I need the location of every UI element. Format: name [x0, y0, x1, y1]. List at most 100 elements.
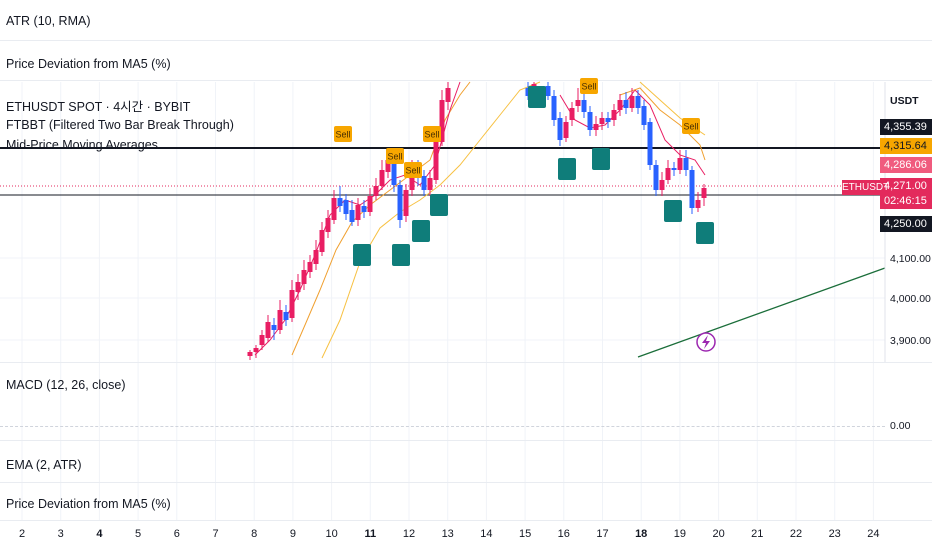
date-label: 20 [712, 528, 725, 540]
ema-indicator-label[interactable]: EMA (2, ATR) [6, 458, 82, 472]
date-label: 2 [18, 528, 26, 540]
candle-body [557, 118, 563, 140]
date-label: 14 [480, 528, 493, 540]
date-label: 16 [557, 528, 570, 540]
sell-signal-label: Sell [683, 122, 698, 132]
candle-body [427, 178, 433, 190]
candle-body [385, 160, 391, 172]
sell-signal-badge [682, 118, 700, 134]
macd-indicator-label[interactable]: MACD (12, 26, close) [6, 378, 126, 392]
buy-signal-badge [664, 200, 682, 222]
candle-body [391, 162, 397, 185]
symbol-price-tag[interactable]: ETHUSDT [842, 180, 890, 195]
candle-body [421, 176, 427, 190]
date-label: 12 [402, 528, 416, 540]
date-label: 23 [828, 528, 841, 540]
price-tag[interactable]: 4,250.00 [880, 216, 932, 232]
date-label: 9 [289, 528, 296, 540]
macd-zero-line [0, 426, 885, 427]
sell-signal-label: Sell [405, 166, 420, 176]
date-label: 24 [867, 528, 880, 540]
candle-body [659, 180, 665, 190]
price-tag[interactable]: 4,315.64 [880, 138, 932, 154]
candle-body [647, 122, 653, 165]
date-label: 4 [96, 528, 103, 540]
time-axis-border [0, 520, 932, 521]
candle-body [617, 100, 623, 110]
atr-indicator-label[interactable]: ATR (10, RMA) [6, 14, 91, 28]
candle-body [569, 108, 575, 120]
sell-signal-badge [423, 126, 441, 142]
candle-body [439, 100, 445, 142]
candle-body [379, 170, 385, 186]
buy-signal-badge [528, 86, 546, 108]
trend-line [637, 267, 886, 358]
candle-body [319, 230, 325, 252]
pane-separator[interactable] [0, 362, 932, 363]
candle-body [307, 262, 313, 272]
candle-body [409, 168, 415, 190]
sell-signal-badge [334, 126, 352, 142]
candle-body [277, 310, 283, 330]
price-tag[interactable]: 4,355.39 [880, 119, 932, 135]
price-tag[interactable]: 4,286.06 [880, 157, 932, 173]
candle-body [355, 205, 361, 220]
candle-body [337, 198, 343, 206]
date-label: 19 [673, 528, 687, 540]
pane-separator[interactable] [0, 40, 932, 41]
price-tick: 4,000.00 [890, 293, 931, 305]
candle-body [271, 325, 277, 330]
pane-separator[interactable] [0, 482, 932, 483]
candle-body [581, 100, 587, 112]
lightning-bolt-icon [702, 335, 710, 349]
candle-body [599, 118, 605, 124]
candle-body [689, 170, 695, 208]
candle-body [545, 86, 551, 96]
date-label: 15 [518, 528, 532, 540]
mid-moving-average [291, 81, 471, 356]
buy-signal-badge [592, 148, 610, 170]
date-label: 11 [364, 528, 377, 540]
candle-body [325, 218, 331, 232]
candle-body [373, 186, 379, 196]
date-label: 8 [251, 528, 258, 540]
candle-body [247, 352, 253, 356]
candle-body [253, 348, 259, 352]
candle-body [283, 312, 289, 320]
candle-body [605, 118, 611, 122]
candle-body [289, 290, 295, 318]
price-deviation-label-bottom[interactable]: Price Deviation from MA5 (%) [6, 497, 171, 511]
candle-body [445, 88, 451, 102]
price-tick: 3,900.00 [890, 335, 931, 347]
buy-signal-badge [412, 220, 430, 242]
candle-body [611, 110, 617, 120]
candle-body [677, 158, 683, 170]
candle-body [563, 122, 569, 138]
date-label: 5 [135, 528, 142, 540]
symbol-title[interactable]: ETHUSDT SPOT · 4시간 · BYBIT [6, 100, 191, 114]
sell-signal-badge [404, 162, 422, 178]
date-label: 10 [325, 528, 338, 540]
price-deviation-label-top[interactable]: Price Deviation from MA5 (%) [6, 57, 171, 71]
grid-lines [0, 82, 886, 520]
price-tag[interactable]: 4,271.00 [880, 178, 932, 194]
date-label: 22 [789, 528, 803, 540]
candle-body [349, 210, 355, 222]
sell-signal-label: Sell [387, 152, 402, 162]
candle-body [259, 335, 265, 345]
buy-signal-badge [558, 158, 576, 180]
candles [247, 82, 707, 360]
buy-signal-badge [353, 244, 371, 266]
price-tag[interactable]: 02:46:15 [880, 193, 932, 209]
buy-signal-badge [392, 244, 410, 266]
mid-price-ma-label[interactable]: Mid-Price Moving Averages [6, 138, 158, 152]
pane-separator[interactable] [0, 80, 932, 81]
pane-separator[interactable] [0, 440, 932, 441]
ftbbt-indicator-label[interactable]: FTBBT (Filtered Two Bar Break Through) [6, 118, 234, 132]
candle-body [593, 124, 599, 130]
candle-body [575, 100, 581, 106]
candle-body [653, 165, 659, 190]
candle-body [301, 270, 307, 284]
